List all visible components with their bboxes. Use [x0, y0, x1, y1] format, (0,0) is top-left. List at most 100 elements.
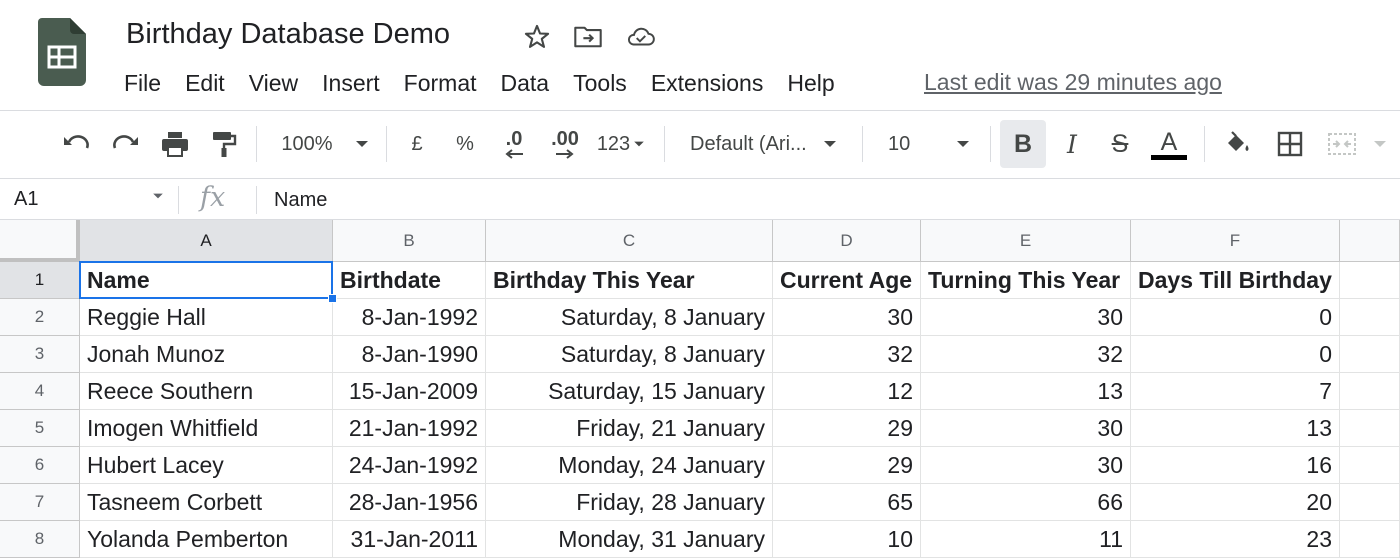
font-size-select[interactable]: 10 — [876, 112, 980, 176]
cloud-saved-icon[interactable] — [626, 22, 656, 52]
cell-birthday-this-year[interactable]: Saturday, 15 January — [486, 373, 773, 410]
header-cell-birthday-this-year[interactable]: Birthday This Year — [486, 262, 773, 299]
cell-empty[interactable] — [1340, 336, 1400, 373]
select-all-corner[interactable] — [0, 220, 80, 262]
document-title[interactable]: Birthday Database Demo — [126, 18, 450, 50]
menu-extensions[interactable]: Extensions — [650, 69, 764, 96]
cell-days-till-birthday[interactable]: 7 — [1131, 373, 1340, 410]
cell-name[interactable]: Yolanda Pemberton — [80, 521, 333, 558]
number-format-select[interactable]: 123 — [592, 112, 650, 176]
row-header-5[interactable]: 5 — [0, 410, 80, 447]
cell-current-age[interactable]: 10 — [773, 521, 921, 558]
column-header-b[interactable]: B — [333, 220, 486, 262]
header-cell-birthdate[interactable]: Birthdate — [333, 262, 486, 299]
cell-empty[interactable] — [1340, 410, 1400, 447]
cell-birthday-this-year[interactable]: Saturday, 8 January — [486, 336, 773, 373]
cell-days-till-birthday[interactable]: 0 — [1131, 299, 1340, 336]
cell-name[interactable]: Imogen Whitfield — [80, 410, 333, 447]
cell-birthdate[interactable]: 21-Jan-1992 — [333, 410, 486, 447]
zoom-select[interactable]: 100% — [270, 112, 380, 176]
fill-color-icon[interactable] — [1218, 112, 1258, 176]
menu-view[interactable]: View — [248, 69, 299, 96]
merge-dropdown-chevron-icon[interactable] — [1370, 112, 1390, 176]
cell-turning-this-year[interactable]: 11 — [921, 521, 1131, 558]
column-header-f[interactable]: F — [1131, 220, 1340, 262]
fill-handle[interactable] — [328, 294, 337, 303]
cell-current-age[interactable]: 32 — [773, 336, 921, 373]
cell-days-till-birthday[interactable]: 0 — [1131, 336, 1340, 373]
chevron-down-icon[interactable] — [152, 192, 164, 200]
undo-icon[interactable] — [56, 112, 96, 176]
sheets-logo-icon[interactable] — [38, 18, 86, 86]
name-box[interactable]: A1 — [14, 188, 39, 210]
decrease-decimal-button[interactable]: .0 — [494, 112, 534, 176]
cell-days-till-birthday[interactable]: 16 — [1131, 447, 1340, 484]
merge-cells-icon[interactable] — [1322, 112, 1362, 176]
header-cell-name[interactable]: Name — [80, 262, 333, 299]
cell-turning-this-year[interactable]: 30 — [921, 447, 1131, 484]
cell-empty[interactable] — [1340, 447, 1400, 484]
cell-empty[interactable] — [1340, 299, 1400, 336]
menu-file[interactable]: File — [124, 69, 162, 96]
cell-turning-this-year[interactable]: 32 — [921, 336, 1131, 373]
cell-days-till-birthday[interactable]: 20 — [1131, 484, 1340, 521]
borders-icon[interactable] — [1270, 112, 1310, 176]
cell-turning-this-year[interactable]: 30 — [921, 410, 1131, 447]
menu-edit[interactable]: Edit — [185, 69, 225, 96]
cell-birthdate[interactable]: 8-Jan-1990 — [333, 336, 486, 373]
paint-format-icon[interactable] — [205, 112, 243, 176]
row-header-7[interactable]: 7 — [0, 484, 80, 521]
column-header-d[interactable]: D — [773, 220, 921, 262]
cell-current-age[interactable]: 29 — [773, 410, 921, 447]
cell-empty[interactable] — [1340, 484, 1400, 521]
cell-birthday-this-year[interactable]: Friday, 21 January — [486, 410, 773, 447]
cell-name[interactable]: Reece Southern — [80, 373, 333, 410]
cell-name[interactable]: Hubert Lacey — [80, 447, 333, 484]
cell-birthdate[interactable]: 8-Jan-1992 — [333, 299, 486, 336]
bold-button[interactable]: B — [1000, 120, 1046, 168]
row-header-8[interactable]: 8 — [0, 521, 80, 558]
cell-birthdate[interactable]: 31-Jan-2011 — [333, 521, 486, 558]
text-color-button[interactable]: A — [1148, 112, 1190, 176]
cell-birthday-this-year[interactable]: Monday, 24 January — [486, 447, 773, 484]
cell-current-age[interactable]: 65 — [773, 484, 921, 521]
menu-data[interactable]: Data — [500, 69, 550, 96]
column-header-c[interactable]: C — [486, 220, 773, 262]
row-header-6[interactable]: 6 — [0, 447, 80, 484]
header-cell-current-age[interactable]: Current Age — [773, 262, 921, 299]
cell-current-age[interactable]: 12 — [773, 373, 921, 410]
cell-empty[interactable] — [1340, 521, 1400, 558]
cell-turning-this-year[interactable]: 66 — [921, 484, 1131, 521]
italic-button[interactable]: I — [1067, 129, 1077, 159]
increase-decimal-button[interactable]: .00 — [543, 112, 587, 176]
menu-tools[interactable]: Tools — [573, 69, 627, 96]
row-header-3[interactable]: 3 — [0, 336, 80, 373]
cell-birthday-this-year[interactable]: Monday, 31 January — [486, 521, 773, 558]
star-icon[interactable] — [522, 22, 552, 52]
percent-format-button[interactable]: % — [456, 132, 474, 155]
font-family-select[interactable]: Default (Ari... — [680, 112, 850, 176]
header-cell-days-till-birthday[interactable]: Days Till Birthday — [1131, 262, 1340, 299]
cell-name[interactable]: Reggie Hall — [80, 299, 333, 336]
column-header-a[interactable]: A — [80, 220, 333, 262]
menu-format[interactable]: Format — [403, 69, 477, 96]
row-header-1[interactable]: 1 — [0, 262, 80, 299]
cell-birthdate[interactable]: 24-Jan-1992 — [333, 447, 486, 484]
header-cell-turning-this-year[interactable]: Turning This Year — [921, 262, 1131, 299]
cell-birthday-this-year[interactable]: Friday, 28 January — [486, 484, 773, 521]
redo-icon[interactable] — [106, 112, 146, 176]
menu-insert[interactable]: Insert — [322, 69, 380, 96]
cell-turning-this-year[interactable]: 30 — [921, 299, 1131, 336]
cell-days-till-birthday[interactable]: 23 — [1131, 521, 1340, 558]
cell-birthdate[interactable]: 15-Jan-2009 — [333, 373, 486, 410]
cell-birthday-this-year[interactable]: Saturday, 8 January — [486, 299, 773, 336]
cell-days-till-birthday[interactable]: 13 — [1131, 410, 1340, 447]
cell-current-age[interactable]: 29 — [773, 447, 921, 484]
currency-format-button[interactable]: £ — [411, 132, 423, 155]
row-header-4[interactable]: 4 — [0, 373, 80, 410]
menu-help[interactable]: Help — [787, 69, 835, 96]
cell-turning-this-year[interactable]: 13 — [921, 373, 1131, 410]
print-icon[interactable] — [155, 112, 195, 176]
cell-name[interactable]: Jonah Munoz — [80, 336, 333, 373]
cell-birthdate[interactable]: 28-Jan-1956 — [333, 484, 486, 521]
